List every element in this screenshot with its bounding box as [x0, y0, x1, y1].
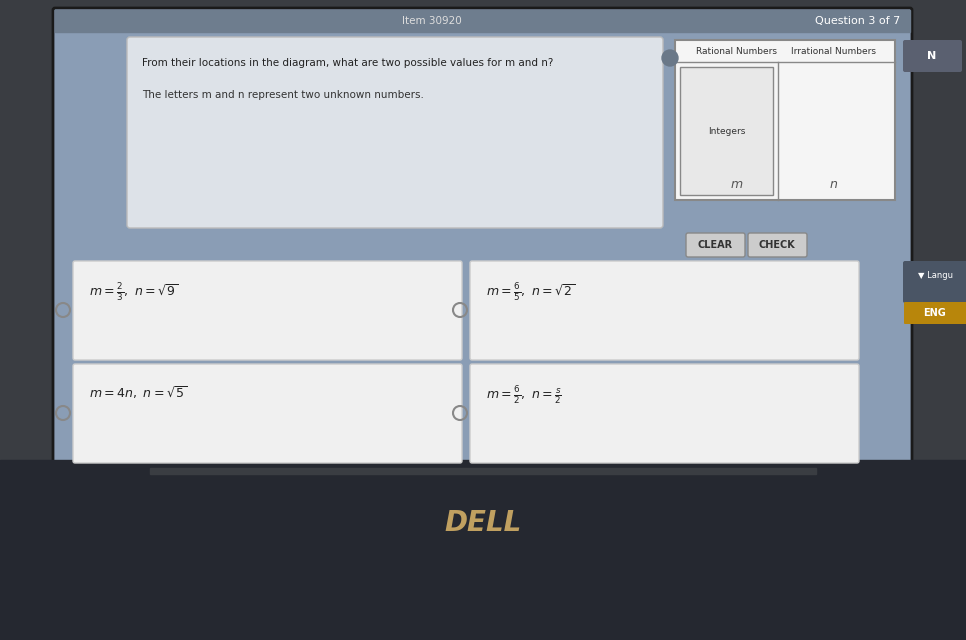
- Text: ▼ Langu: ▼ Langu: [918, 271, 952, 280]
- Text: DELL: DELL: [444, 509, 522, 537]
- Text: $m = \frac{6}{5},\ n = \sqrt{2}$: $m = \frac{6}{5},\ n = \sqrt{2}$: [486, 281, 576, 303]
- Text: CLEAR: CLEAR: [697, 240, 732, 250]
- Text: $m = \frac{2}{3},\ n = \sqrt{9}$: $m = \frac{2}{3},\ n = \sqrt{9}$: [89, 281, 179, 303]
- Text: Irrational Numbers: Irrational Numbers: [791, 47, 876, 56]
- Text: From their locations in the diagram, what are two possible values for m and n?: From their locations in the diagram, wha…: [142, 58, 554, 68]
- Text: m: m: [730, 179, 743, 191]
- Text: $m = \frac{6}{2},\ n = \frac{s}{2}$: $m = \frac{6}{2},\ n = \frac{s}{2}$: [486, 384, 562, 406]
- Text: Question 3 of 7: Question 3 of 7: [814, 16, 900, 26]
- Text: N: N: [927, 51, 937, 61]
- FancyBboxPatch shape: [73, 364, 462, 463]
- Bar: [0, 460, 966, 640]
- FancyBboxPatch shape: [73, 261, 462, 360]
- FancyBboxPatch shape: [470, 364, 859, 463]
- FancyBboxPatch shape: [470, 261, 859, 360]
- Text: $m = 4n,\ n = \sqrt{5}$: $m = 4n,\ n = \sqrt{5}$: [89, 384, 187, 401]
- FancyBboxPatch shape: [127, 37, 663, 228]
- FancyBboxPatch shape: [686, 233, 745, 257]
- Text: Item 30920: Item 30920: [402, 16, 462, 26]
- Bar: [55, 10, 910, 32]
- Text: n: n: [830, 179, 838, 191]
- Text: Rational Numbers: Rational Numbers: [696, 47, 777, 56]
- Text: ENG: ENG: [923, 308, 947, 318]
- FancyBboxPatch shape: [904, 302, 966, 324]
- FancyBboxPatch shape: [903, 261, 966, 303]
- Text: Integers: Integers: [708, 127, 746, 136]
- Text: CHECK: CHECK: [758, 240, 795, 250]
- FancyBboxPatch shape: [748, 233, 807, 257]
- Text: The letters m and n represent two unknown numbers.: The letters m and n represent two unknow…: [142, 90, 424, 100]
- Bar: [675, 40, 895, 200]
- FancyBboxPatch shape: [53, 8, 912, 462]
- Bar: [680, 67, 774, 195]
- Circle shape: [662, 50, 678, 66]
- Bar: [150, 468, 816, 474]
- FancyBboxPatch shape: [903, 40, 962, 72]
